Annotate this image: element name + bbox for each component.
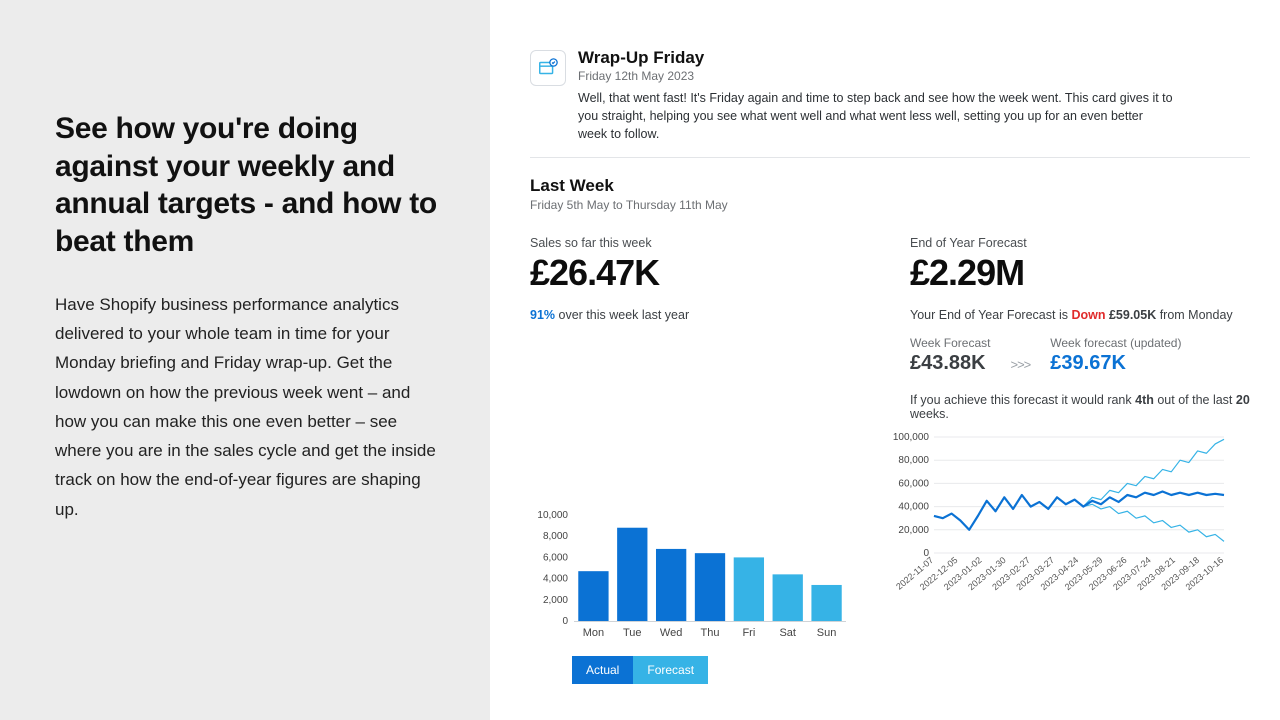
svg-text:Sun: Sun <box>817 627 837 639</box>
forecast-label: End of Year Forecast <box>910 236 1250 250</box>
forecast-metric: End of Year Forecast £2.29M Your End of … <box>910 236 1250 421</box>
rank-20: 20 <box>1236 393 1250 407</box>
rank-note: If you achieve this forecast it would ra… <box>910 393 1250 421</box>
week-forecast-updated-value: £39.67K <box>1050 352 1181 375</box>
bar-legend: Actual Forecast <box>572 656 850 684</box>
svg-text:6,000: 6,000 <box>543 553 568 564</box>
marketing-body: Have Shopify business performance analyt… <box>55 290 440 524</box>
sales-value: £26.47K <box>530 252 850 294</box>
marketing-pane: See how you're doing against your weekly… <box>0 0 490 720</box>
line-chart-svg: 020,00040,00060,00080,000100,0002022-11-… <box>890 431 1230 601</box>
wrapup-icon <box>530 50 566 86</box>
svg-text:0: 0 <box>562 616 568 627</box>
svg-text:60,000: 60,000 <box>898 479 929 490</box>
bar-chart-svg: 0 2,000 4,000 6,000 8,000 10,000 Mon Tue Wed Thu F… <box>530 511 850 641</box>
sales-metric: Sales so far this week £26.47K 91% over … <box>530 236 850 421</box>
sales-delta-pct: 91% <box>530 308 555 322</box>
svg-text:40,000: 40,000 <box>898 502 929 513</box>
bar-chart: 0 2,000 4,000 6,000 8,000 10,000 Mon Tue Wed Thu F… <box>530 511 850 684</box>
svg-text:Thu: Thu <box>701 627 720 639</box>
forecast-note-prefix: Your End of Year Forecast is <box>910 308 1071 322</box>
marketing-heading: See how you're doing against your weekly… <box>55 110 440 260</box>
svg-text:Fri: Fri <box>742 627 755 639</box>
svg-text:Wed: Wed <box>660 627 682 639</box>
svg-text:Mon: Mon <box>583 627 604 639</box>
svg-text:8,000: 8,000 <box>543 532 568 543</box>
card-description: Well, that went fast! It's Friday again … <box>578 89 1173 143</box>
week-forecast-updated-label: Week forecast (updated) <box>1050 336 1181 350</box>
week-forecast-label: Week Forecast <box>910 336 990 350</box>
week-forecast-value: £43.88K <box>910 352 990 375</box>
card-date: Friday 12th May 2023 <box>578 69 1173 83</box>
metrics-row: Sales so far this week £26.47K 91% over … <box>530 236 1250 421</box>
rank-mid: out of the last <box>1154 393 1236 407</box>
card-header-text: Wrap-Up Friday Friday 12th May 2023 Well… <box>578 48 1173 143</box>
card-title: Wrap-Up Friday <box>578 48 1173 68</box>
forecast-note-amount: £59.05K <box>1109 308 1156 322</box>
svg-text:2,000: 2,000 <box>543 595 568 606</box>
svg-text:80,000: 80,000 <box>898 456 929 467</box>
sales-delta: 91% over this week last year <box>530 308 850 322</box>
rank-tail: weeks. <box>910 407 949 421</box>
section-title: Last Week <box>530 176 1250 196</box>
sales-label: Sales so far this week <box>530 236 850 250</box>
rank-4th: 4th <box>1135 393 1154 407</box>
forecast-note-tail: from Monday <box>1156 308 1232 322</box>
section-subtitle: Friday 5th May to Thursday 11th May <box>530 198 1250 212</box>
legend-forecast[interactable]: Forecast <box>633 656 708 684</box>
svg-text:10,000: 10,000 <box>537 511 568 521</box>
svg-text:Tue: Tue <box>623 627 642 639</box>
arrows-icon: >>> <box>1010 357 1030 375</box>
svg-text:4,000: 4,000 <box>543 574 568 585</box>
svg-text:100,000: 100,000 <box>893 432 930 443</box>
charts-row: 0 2,000 4,000 6,000 8,000 10,000 Mon Tue Wed Thu F… <box>530 431 1250 684</box>
svg-text:20,000: 20,000 <box>898 525 929 536</box>
forecast-note: Your End of Year Forecast is Down £59.05… <box>910 308 1250 322</box>
line-chart: 020,00040,00060,00080,000100,0002022-11-… <box>890 431 1230 606</box>
forecast-compare-row: Week Forecast £43.88K >>> Week forecast … <box>910 336 1250 375</box>
dashboard-pane: Wrap-Up Friday Friday 12th May 2023 Well… <box>490 0 1280 720</box>
forecast-value: £2.29M <box>910 252 1250 294</box>
legend-actual[interactable]: Actual <box>572 656 633 684</box>
forecast-note-direction: Down <box>1071 308 1105 322</box>
divider <box>530 157 1250 158</box>
card-header: Wrap-Up Friday Friday 12th May 2023 Well… <box>530 48 1250 143</box>
svg-text:Sat: Sat <box>779 627 796 639</box>
page-root: See how you're doing against your weekly… <box>0 0 1280 720</box>
week-forecast: Week Forecast £43.88K <box>910 336 990 375</box>
rank-prefix: If you achieve this forecast it would ra… <box>910 393 1135 407</box>
sales-delta-tail: over this week last year <box>555 308 689 322</box>
week-forecast-updated: Week forecast (updated) £39.67K <box>1050 336 1181 375</box>
